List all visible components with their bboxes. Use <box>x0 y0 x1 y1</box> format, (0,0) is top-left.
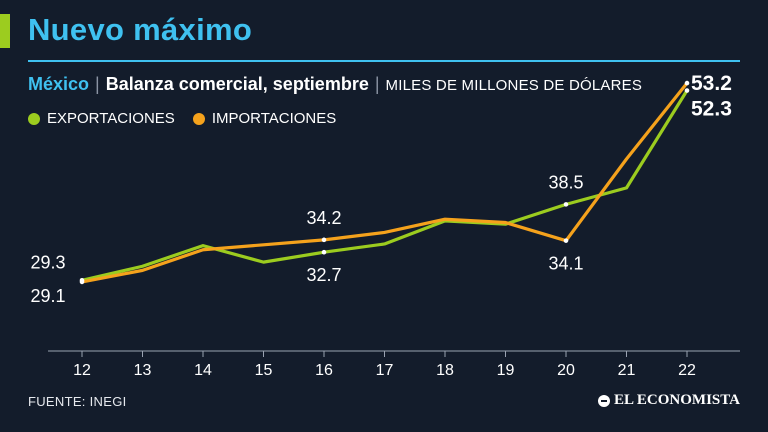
x-tick-label-12: 12 <box>73 362 91 379</box>
title-divider <box>28 60 740 62</box>
legend-item-importaciones: IMPORTACIONES <box>192 110 337 127</box>
subtitle-separator: | <box>95 74 100 94</box>
chart-legend: EXPORTACIONES IMPORTACIONES <box>28 110 354 127</box>
source-note: FUENTE: INEGI <box>28 394 127 409</box>
brand-name: EL ECONOMISTA <box>614 392 740 408</box>
series-line-exportaciones <box>80 88 689 282</box>
legend-dot-icon <box>192 112 205 125</box>
data-point-exportaciones-16 <box>321 249 327 255</box>
x-tick-label-13: 13 <box>134 362 152 379</box>
data-label-exportaciones-20: 38.5 <box>548 172 583 192</box>
subtitle-subject: Balanza comercial, septiembre <box>105 74 369 94</box>
subtitle-separator: | <box>374 74 380 94</box>
data-label-importaciones-20: 34.1 <box>548 254 583 274</box>
subtitle-unit: MILES DE MILLONES DE DÓLARES <box>385 77 643 94</box>
data-label-exportaciones-22: 52.3 <box>691 98 732 121</box>
x-tick-label-14: 14 <box>194 362 212 379</box>
chart-subtitle: México | Balanza comercial, septiembre | MIL… <box>28 74 642 95</box>
legend-label: EXPORTACIONES <box>47 110 175 127</box>
data-point-importaciones-16 <box>321 237 327 243</box>
data-point-exportaciones-22 <box>684 88 690 93</box>
x-tick-label-22: 22 <box>678 362 696 379</box>
x-tick-label-17: 17 <box>376 362 394 379</box>
legend-dot-icon <box>28 112 40 125</box>
brand-icon <box>598 394 610 407</box>
x-tick-label-20: 20 <box>557 362 575 379</box>
x-tick-label-16: 16 <box>315 362 333 379</box>
data-point-exportaciones-20 <box>563 202 569 207</box>
brand-logo: EL ECONOMISTA <box>598 392 740 409</box>
data-point-importaciones-22 <box>684 80 690 86</box>
x-tick-label-15: 15 <box>255 362 273 379</box>
accent-bar <box>0 14 10 48</box>
series-line-importaciones <box>80 81 689 284</box>
legend-label: IMPORTACIONES <box>211 110 337 127</box>
legend-item-exportaciones: EXPORTACIONES <box>28 110 175 127</box>
data-point-importaciones-20 <box>563 238 569 243</box>
x-tick-label-19: 19 <box>497 362 515 379</box>
data-label-importaciones-12: 29.1 <box>30 286 65 306</box>
data-label-importaciones-16: 34.2 <box>306 208 341 228</box>
data-label-importaciones-22: 53.2 <box>691 72 732 95</box>
x-tick-label-21: 21 <box>618 362 636 379</box>
subtitle-country: México <box>28 74 90 94</box>
data-label-exportaciones-12: 29.3 <box>30 252 65 272</box>
data-point-importaciones-12 <box>79 279 85 285</box>
x-tick-label-18: 18 <box>436 362 454 379</box>
chart-title: Nuevo máximo <box>28 12 253 47</box>
data-label-exportaciones-16: 32.7 <box>306 265 341 285</box>
